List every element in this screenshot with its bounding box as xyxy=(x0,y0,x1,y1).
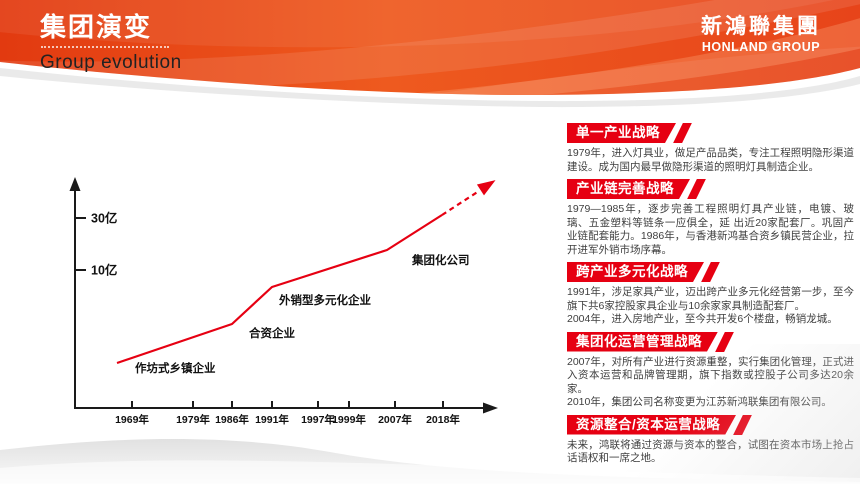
x-tick-label: 1969年 xyxy=(115,413,149,426)
strategy-section: 资源整合/资本运营战略 未来，鸿联将通过资源与资本的整合，试图在资本市场上抢占话… xyxy=(567,414,854,466)
x-tick-label: 1997年 xyxy=(301,413,335,426)
growth-line-arrow xyxy=(476,180,496,196)
stage-label: 合资企业 xyxy=(249,326,295,340)
header-wave-banner xyxy=(0,0,860,108)
banner-accent-shape xyxy=(715,331,734,352)
x-tick-label: 1999年 xyxy=(332,413,366,426)
x-tick-label: 1979年 xyxy=(176,413,210,426)
x-axis-arrow xyxy=(483,402,498,414)
bottom-gray-swoosh xyxy=(0,439,860,484)
strategy-title: 跨产业多元化战略 xyxy=(567,262,704,282)
logo-english: HONLAND GROUP xyxy=(701,40,821,54)
strategy-title: 产业链完善战略 xyxy=(567,179,690,199)
header-band xyxy=(0,0,860,96)
strategy-banner: 集团化运营管理战略 xyxy=(567,331,854,352)
y-tick-label: 30亿 xyxy=(91,211,117,226)
strategy-section: 产业链完善战略 1979—1985年，逐步完善工程照明灯具产业链，电镀、玻璃、五… xyxy=(567,179,854,257)
growth-line-projection xyxy=(441,190,480,216)
strategy-banner: 单一产业战略 xyxy=(567,123,854,143)
x-tick-label: 1991年 xyxy=(255,413,289,426)
page-title: 集团演变 xyxy=(40,12,153,42)
strategy-body: 1991年，涉足家具产业，迈出跨产业多元化经营第一步，至今旗下共6家控股家具企业… xyxy=(567,286,854,325)
strategy-section: 集团化运营管理战略 2007年，对所有产业进行资源重整，实行集团化管理，正式进入… xyxy=(567,331,854,410)
page-title-block: 集团演变 Group evolution xyxy=(40,12,182,75)
banner-accent-shape xyxy=(687,179,706,199)
page-subtitle: Group evolution xyxy=(40,52,182,73)
growth-line xyxy=(116,214,443,365)
strategy-body: 1979年，进入灯具业，做足产品品类，专注工程照明隐形渠道建设。成为国内最早做隐… xyxy=(567,147,854,173)
y-axis-arrow xyxy=(69,177,81,191)
evolution-chart: 30亿 10亿 1969年 1979年 1986年 1991年 1997年 1999年 2007… xyxy=(55,165,515,450)
strategy-title: 集团化运营管理战略 xyxy=(567,332,718,352)
stage-label: 作坊式乡镇企业 xyxy=(135,361,216,375)
stage-label: 集团化公司 xyxy=(411,253,470,267)
strategy-banner: 产业链完善战略 xyxy=(567,179,854,199)
title-underline-dots xyxy=(41,46,169,48)
banner-accent-shape xyxy=(701,262,720,282)
y-tick-label: 10亿 xyxy=(91,263,117,278)
strategy-panel: 单一产业战略 1979年，进入灯具业，做足产品品类，专注工程照明隐形渠道建设。成… xyxy=(567,118,854,471)
x-tick-label: 2007年 xyxy=(378,413,412,426)
strategy-body: 2007年，对所有产业进行资源重整，实行集团化管理，正式进入资本运营和品牌管理期… xyxy=(567,355,854,409)
strategy-banner: 跨产业多元化战略 xyxy=(567,262,854,282)
x-tick-label: 2018年 xyxy=(426,413,460,426)
company-logo: 新鴻聯集團 HONLAND GROUP xyxy=(697,15,825,55)
strategy-title: 资源整合/资本运营战略 xyxy=(567,415,736,435)
logo-chinese: 新鴻聯集團 xyxy=(701,15,821,38)
stage-label: 外销型多元化企业 xyxy=(278,293,371,307)
strategy-section: 跨产业多元化战略 1991年，涉足家具产业，迈出跨产业多元化经营第一步，至今旗下… xyxy=(567,262,854,327)
strategy-body: 1979—1985年，逐步完善工程照明灯具产业链，电镀、玻璃、五金塑料等链条一应… xyxy=(567,203,854,256)
strategy-section: 单一产业战略 1979年，进入灯具业，做足产品品类，专注工程照明隐形渠道建设。成… xyxy=(567,123,854,174)
banner-accent-shape xyxy=(673,123,692,143)
strategy-title: 单一产业战略 xyxy=(567,123,676,143)
header-shadow-wave xyxy=(0,68,860,108)
x-tick-label: 1986年 xyxy=(215,413,249,426)
strategy-body: 未来，鸿联将通过资源与资本的整合，试图在资本市场上抢占话语权和一席之地。 xyxy=(567,438,854,465)
strategy-banner: 资源整合/资本运营战略 xyxy=(567,414,854,435)
